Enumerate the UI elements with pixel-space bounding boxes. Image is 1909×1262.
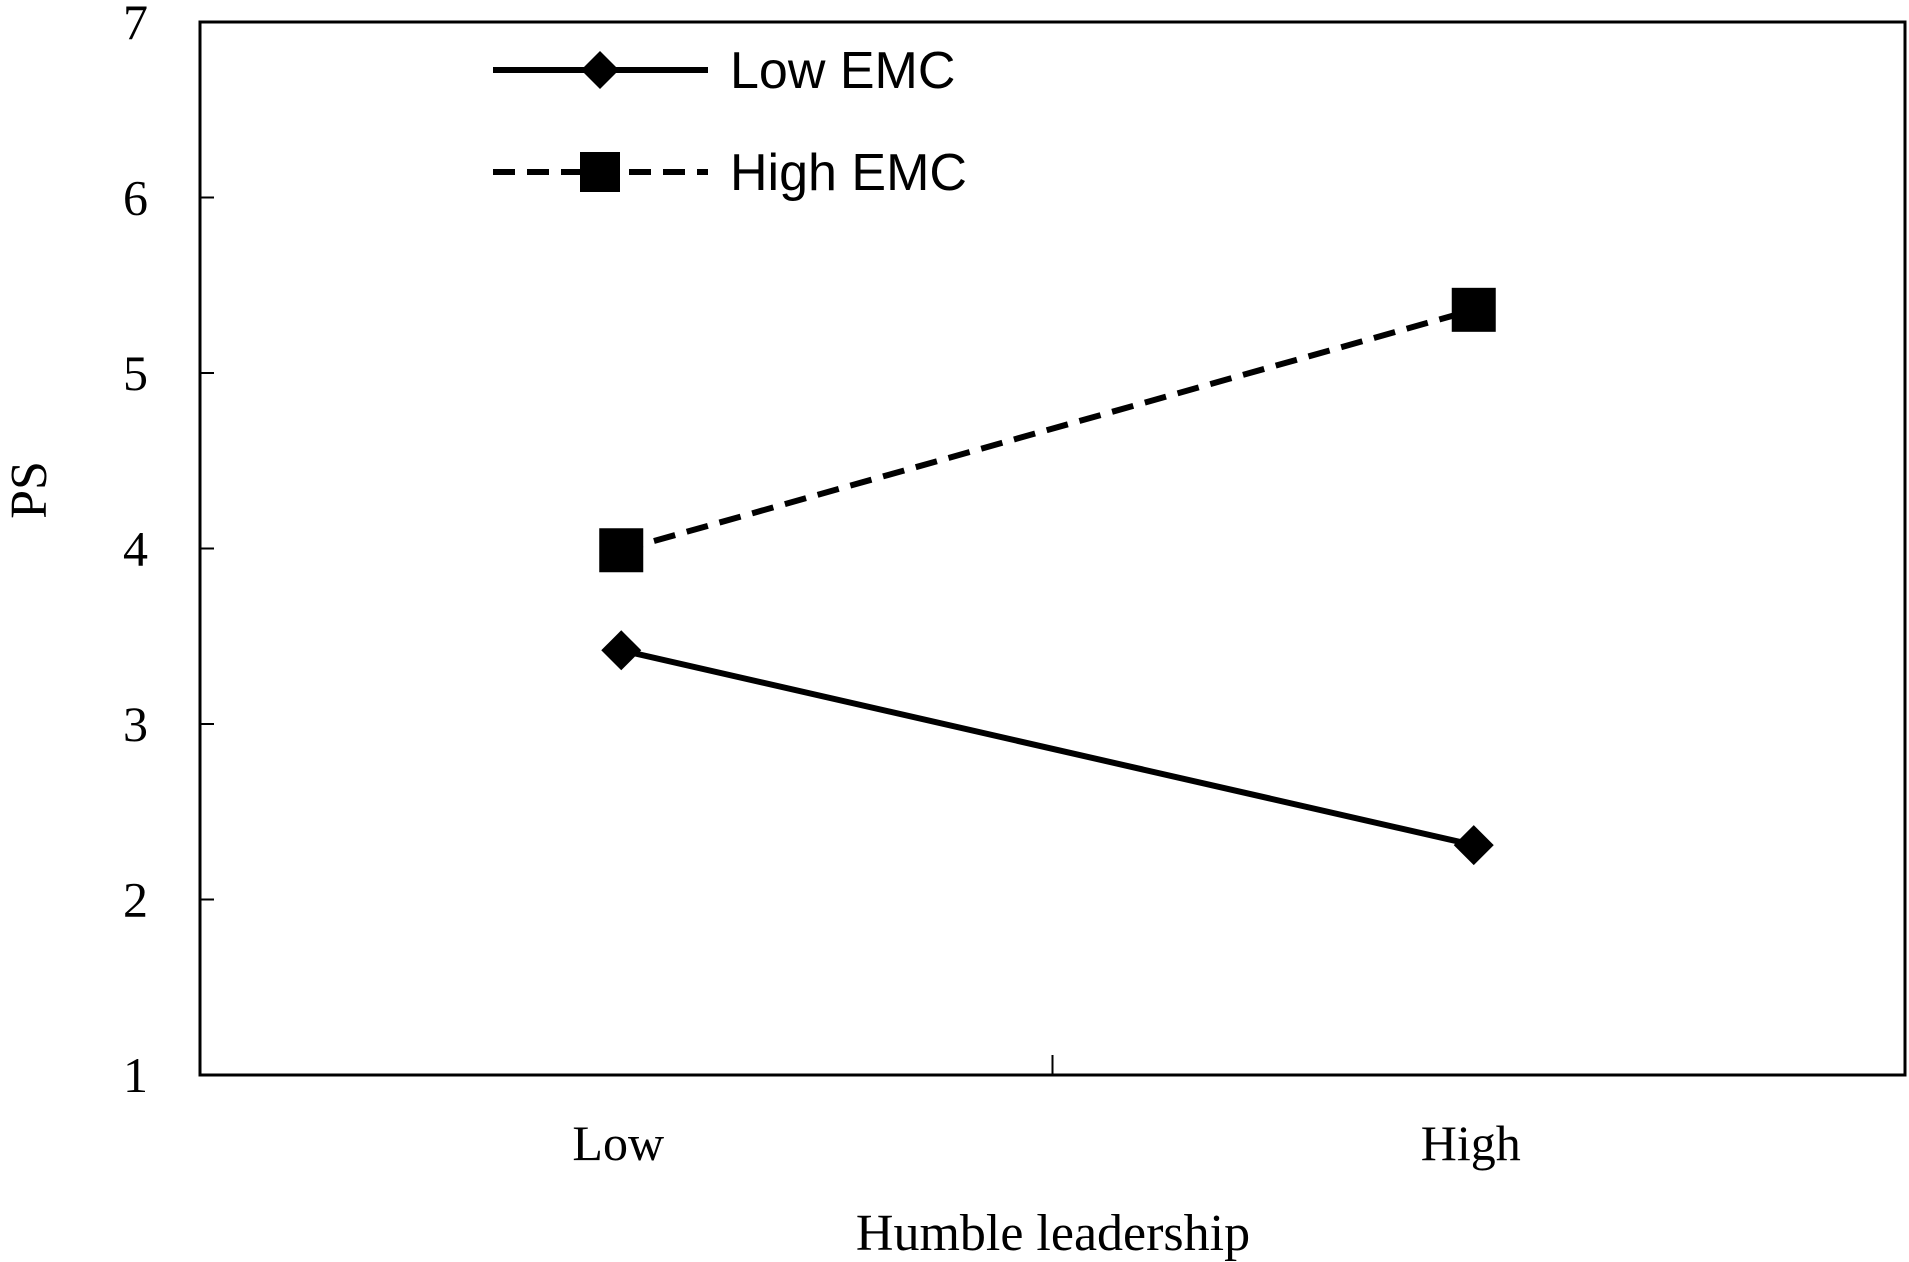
x-axis-title: Humble leadership — [856, 1205, 1250, 1262]
y-tick-label: 4 — [123, 521, 148, 577]
x-tick-label: High — [1421, 1115, 1521, 1171]
plot-area-border — [198, 20, 1907, 1077]
legend-label: High EMC — [730, 144, 967, 202]
legend-diamond-marker — [581, 51, 619, 89]
data-point-diamond-marker — [1453, 825, 1494, 866]
plot-frame — [198, 20, 1907, 1077]
y-tick-label: 5 — [123, 345, 148, 401]
series-high-emc — [599, 287, 1496, 573]
data-point-square-marker — [599, 528, 644, 573]
series-line — [620, 306, 1475, 554]
legend-entry: Low EMC — [493, 42, 955, 100]
y-tick-label: 2 — [123, 872, 148, 928]
x-tick-label: Low — [572, 1115, 664, 1171]
series-low-emc — [601, 630, 1494, 866]
x-axis-ticks: Low High — [572, 1055, 1521, 1171]
y-tick-label: 1 — [123, 1047, 148, 1103]
series-line — [620, 647, 1475, 849]
y-tick-label: 7 — [123, 0, 148, 50]
y-tick-label: 6 — [123, 170, 148, 226]
legend-square-marker — [580, 152, 620, 192]
series-layer — [599, 287, 1496, 866]
legend-entry: High EMC — [493, 144, 967, 202]
legend: Low EMC High EMC — [493, 42, 967, 202]
y-tick-label: 3 — [123, 696, 148, 752]
y-axis-ticks: 1 2 3 4 5 6 7 — [123, 0, 214, 1103]
y-axis-title: PS — [1, 461, 58, 519]
legend-label: Low EMC — [730, 42, 955, 100]
data-point-diamond-marker — [601, 630, 642, 671]
data-point-square-marker — [1451, 287, 1496, 332]
